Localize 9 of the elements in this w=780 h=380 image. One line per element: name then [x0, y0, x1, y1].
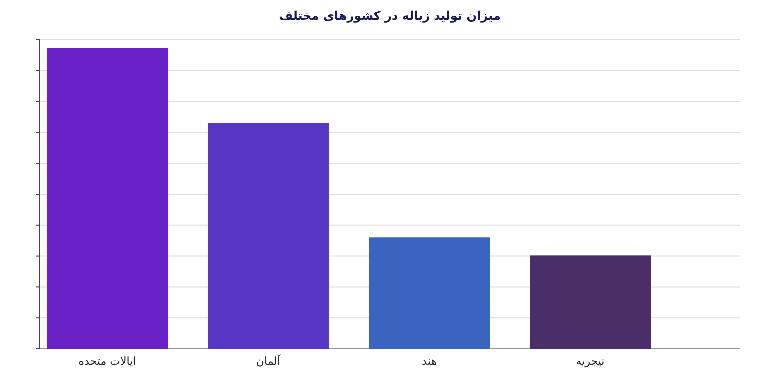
x-tick-label: نیجریه — [576, 355, 605, 368]
x-tick-label: آلمان — [256, 354, 282, 368]
bar — [369, 238, 490, 349]
chart-title: میزان تولید زباله در کشورهای مختلف — [279, 9, 501, 23]
x-tick-label: ایالات متحده — [78, 355, 136, 368]
x-tick-label: هند — [422, 355, 438, 368]
bar — [530, 256, 651, 349]
bar — [47, 48, 168, 349]
bar — [208, 123, 329, 349]
